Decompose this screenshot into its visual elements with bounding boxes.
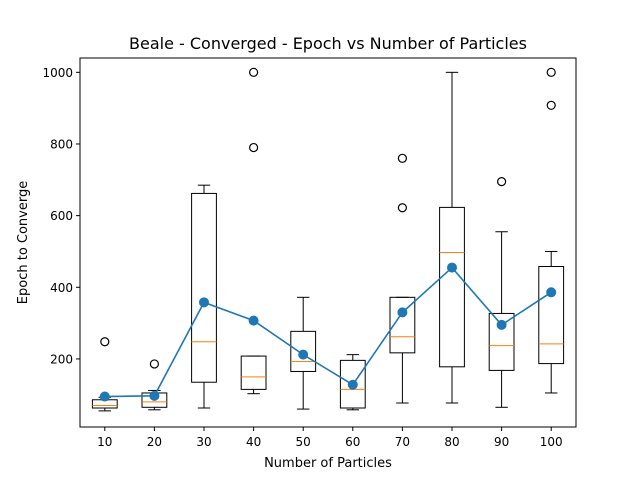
box-outlier [100,337,110,347]
mean-point [397,307,408,318]
box-outlier [249,67,259,77]
y-tick-label: 600 [50,209,73,223]
plot-frame [79,57,577,428]
mean-point [248,315,259,326]
x-tick-label: 30 [196,435,211,449]
x-tick-label: 70 [395,435,410,449]
box-outlier [397,203,407,213]
x-tick-label: 90 [494,435,509,449]
x-tick-label: 100 [540,435,563,449]
x-axis-label: Number of Particles [264,456,392,471]
box-body [488,312,515,371]
mean-point [298,349,309,360]
box-body [439,206,465,368]
x-tick-label: 10 [97,435,112,449]
box-body [240,355,267,390]
x-tick-label: 80 [444,435,459,449]
box-body [191,192,217,383]
mean-point [447,262,457,273]
box-outlier [397,153,407,163]
mean-point [496,319,507,330]
y-axis-label: Epoch to Converge [16,181,31,304]
box-body [290,330,317,372]
y-tick-label: 400 [50,281,73,295]
box-outlier [497,176,507,187]
y-tick-label: 200 [50,352,73,366]
box-outlier [249,142,259,153]
mean-point [99,391,110,402]
y-tick-label: 800 [50,137,73,151]
box-body [339,359,366,409]
x-tick-label: 60 [345,435,360,449]
box-body [538,266,565,365]
box-body [389,296,416,354]
x-tick-label: 40 [246,435,261,449]
y-tick-label: 1000 [42,66,73,80]
x-tick-label: 50 [296,435,311,449]
mean-line [104,266,552,398]
box-outlier [546,67,556,77]
box-outlier [149,359,159,369]
mean-point [546,287,557,298]
box-outlier [546,100,556,110]
mean-point [347,379,358,390]
x-tick-label: 20 [147,435,162,449]
mean-point [149,390,160,401]
plot-area: 200 400 600 800 1000 10 20 30 40 50 60 70 80 90 100 [42,66,565,449]
mean-point [199,297,209,308]
chart-title: Beale - Converged - Epoch vs Number of P… [129,34,527,53]
